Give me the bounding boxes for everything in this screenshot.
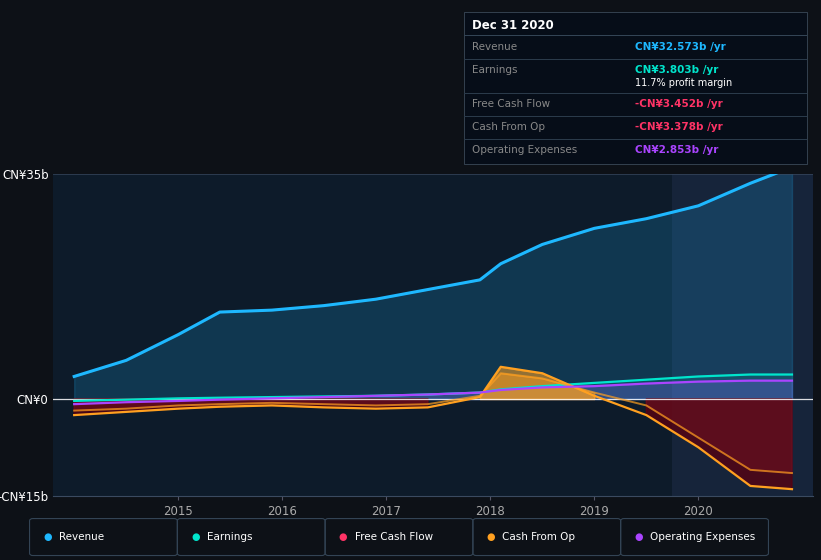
Text: Earnings: Earnings xyxy=(472,65,517,75)
Text: Cash From Op: Cash From Op xyxy=(472,122,545,132)
Text: Revenue: Revenue xyxy=(59,532,104,542)
Text: -CN¥3.378b /yr: -CN¥3.378b /yr xyxy=(635,122,723,132)
Text: ●: ● xyxy=(191,532,200,542)
Text: CN¥2.853b /yr: CN¥2.853b /yr xyxy=(635,145,719,155)
Text: CN¥3.803b /yr: CN¥3.803b /yr xyxy=(635,65,719,75)
Bar xyxy=(672,174,813,496)
Text: ●: ● xyxy=(487,532,495,542)
Text: Free Cash Flow: Free Cash Flow xyxy=(355,532,433,542)
Text: Earnings: Earnings xyxy=(207,532,252,542)
Text: Operating Expenses: Operating Expenses xyxy=(472,145,577,155)
Text: CN¥32.573b /yr: CN¥32.573b /yr xyxy=(635,42,727,52)
Text: ●: ● xyxy=(339,532,347,542)
Text: Operating Expenses: Operating Expenses xyxy=(650,532,755,542)
Text: Revenue: Revenue xyxy=(472,42,517,52)
Text: 11.7% profit margin: 11.7% profit margin xyxy=(635,78,732,88)
Text: -CN¥3.452b /yr: -CN¥3.452b /yr xyxy=(635,99,723,109)
Text: Cash From Op: Cash From Op xyxy=(502,532,576,542)
Text: ●: ● xyxy=(635,532,643,542)
Text: ●: ● xyxy=(44,532,52,542)
Text: Free Cash Flow: Free Cash Flow xyxy=(472,99,550,109)
Text: Dec 31 2020: Dec 31 2020 xyxy=(472,19,554,32)
